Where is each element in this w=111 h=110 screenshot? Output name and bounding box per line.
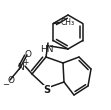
Text: CH₃: CH₃	[60, 18, 74, 27]
Text: HN: HN	[40, 45, 54, 53]
Text: N: N	[17, 62, 23, 72]
Text: −: −	[3, 81, 10, 90]
Text: S: S	[43, 85, 51, 95]
Text: O: O	[8, 75, 15, 84]
Text: O: O	[25, 50, 32, 59]
Text: +: +	[22, 58, 28, 67]
